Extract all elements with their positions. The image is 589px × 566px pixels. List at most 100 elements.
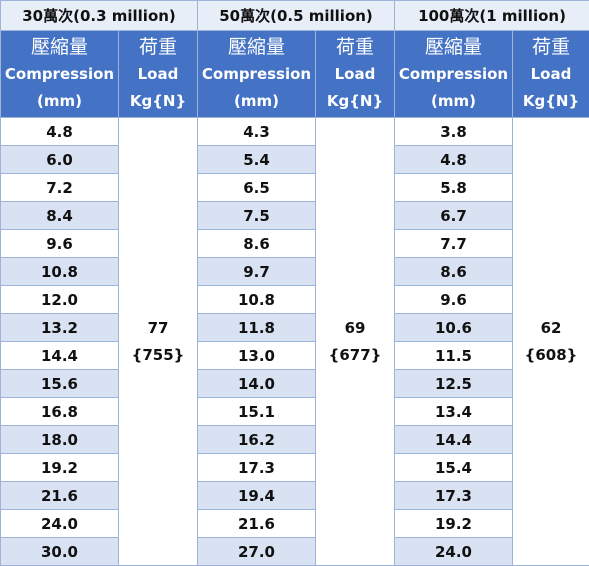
compression-header-line-3: (mm) [234, 91, 279, 110]
compression-value: 12.0 [0, 285, 119, 314]
compression-value: 5.4 [197, 145, 316, 174]
table-row: 21.6 19.4 17.3 [0, 481, 589, 510]
compression-value: 7.2 [0, 173, 119, 202]
load-header-line-3: Kg{N} [522, 91, 580, 110]
compression-value: 10.8 [197, 285, 316, 314]
compression-header-line-1: 壓縮量 [424, 35, 482, 58]
group-title-row: 30萬次(0.3 million) 50萬次(0.5 million) 100萬次(… [0, 0, 589, 31]
compression-value: 14.4 [394, 425, 513, 454]
table-row: 9.6 8.6 7.7 [0, 229, 589, 258]
load-header-line-3: Kg{N} [326, 91, 384, 110]
table-row: 19.2 17.3 15.4 [0, 453, 589, 482]
compression-value: 21.6 [197, 509, 316, 538]
table-row: 6.0 5.4 4.8 [0, 145, 589, 174]
compression-value: 16.8 [0, 397, 119, 426]
compression-value: 17.3 [394, 481, 513, 510]
compression-header-line-2: Compression [201, 64, 312, 83]
compression-value: 13.0 [197, 341, 316, 370]
load-kg: 77 [147, 318, 169, 337]
group-title-3: 100萬次(1 million) [394, 0, 589, 31]
load-value-3: 62 {608} [512, 117, 589, 566]
compression-header-line-2: Compression [4, 64, 115, 83]
compression-value: 7.5 [197, 201, 316, 230]
compression-value: 30.0 [0, 537, 119, 566]
compression-value: 11.5 [394, 341, 513, 370]
compression-value: 16.2 [197, 425, 316, 454]
compression-header-1: 壓縮量 Compression (mm) [0, 30, 119, 118]
load-header-line-3: Kg{N} [129, 91, 187, 110]
compression-value: 8.6 [394, 257, 513, 286]
table-row: 8.4 7.5 6.7 [0, 201, 589, 230]
compression-header-line-2: Compression [398, 64, 509, 83]
load-newton: {608} [524, 345, 578, 364]
load-value-2: 69 {677} [315, 117, 395, 566]
table-row: 13.2 11.8 10.6 [0, 313, 589, 342]
compression-value: 24.0 [0, 509, 119, 538]
compression-value: 13.4 [394, 397, 513, 426]
compression-value: 24.0 [394, 537, 513, 566]
load-header-3: 荷重 Load Kg{N} [512, 30, 589, 118]
compression-header-line-3: (mm) [37, 91, 82, 110]
compression-value: 8.6 [197, 229, 316, 258]
table-row: 14.4 13.0 11.5 [0, 341, 589, 370]
table-row: 12.0 10.8 9.6 [0, 285, 589, 314]
table-row: 18.0 16.2 14.4 [0, 425, 589, 454]
compression-value: 3.8 [394, 117, 513, 146]
compression-header-2: 壓縮量 Compression (mm) [197, 30, 316, 118]
table-row: 30.0 27.0 24.0 [0, 537, 589, 566]
compression-header-line-1: 壓縮量 [30, 35, 88, 58]
column-header-row: 壓縮量 Compression (mm) 荷重 Load Kg{N} 壓縮量 Compress… [0, 30, 589, 118]
compression-header-line-3: (mm) [431, 91, 476, 110]
compression-value: 6.0 [0, 145, 119, 174]
table-row: 4.8 77 {755} 4.3 69 {677} 3.8 62 {608} [0, 117, 589, 566]
compression-value: 11.8 [197, 313, 316, 342]
compression-value: 19.2 [394, 509, 513, 538]
compression-value: 9.7 [197, 257, 316, 286]
compression-value: 14.4 [0, 341, 119, 370]
load-header-2: 荷重 Load Kg{N} [315, 30, 395, 118]
compression-header-line-1: 壓縮量 [227, 35, 285, 58]
table-row: 16.8 15.1 13.4 [0, 397, 589, 426]
compression-value: 8.4 [0, 201, 119, 230]
load-newton: {755} [131, 345, 185, 364]
compression-value: 21.6 [0, 481, 119, 510]
compression-value: 9.6 [0, 229, 119, 258]
table-row: 7.2 6.5 5.8 [0, 173, 589, 202]
compression-value: 9.6 [394, 285, 513, 314]
load-kg: 62 [540, 318, 562, 337]
group-title-1: 30萬次(0.3 million) [0, 0, 198, 31]
compression-value: 18.0 [0, 425, 119, 454]
load-header-line-1: 荷重 [531, 35, 570, 58]
compression-value: 17.3 [197, 453, 316, 482]
compression-value: 15.1 [197, 397, 316, 426]
compression-value: 6.7 [394, 201, 513, 230]
load-header-line-2: Load [137, 64, 179, 83]
compression-value: 5.8 [394, 173, 513, 202]
compression-value: 4.3 [197, 117, 316, 146]
compression-value: 19.2 [0, 453, 119, 482]
compression-value: 15.4 [394, 453, 513, 482]
compression-value: 19.4 [197, 481, 316, 510]
compression-value: 13.2 [0, 313, 119, 342]
load-kg: 69 [344, 318, 366, 337]
compression-value: 4.8 [394, 145, 513, 174]
load-header-line-2: Load [334, 64, 376, 83]
compression-header-3: 壓縮量 Compression (mm) [394, 30, 513, 118]
table-row: 15.6 14.0 12.5 [0, 369, 589, 398]
compression-value: 10.8 [0, 257, 119, 286]
load-newton: {677} [328, 345, 382, 364]
table-row: 24.0 21.6 19.2 [0, 509, 589, 538]
group-title-2: 50萬次(0.5 million) [197, 0, 395, 31]
table-row: 10.8 9.7 8.6 [0, 257, 589, 286]
compression-value: 15.6 [0, 369, 119, 398]
load-header-line-2: Load [530, 64, 572, 83]
load-header-line-1: 荷重 [138, 35, 177, 58]
compression-value: 4.8 [0, 117, 119, 146]
compression-value: 6.5 [197, 173, 316, 202]
compression-value: 14.0 [197, 369, 316, 398]
load-header-1: 荷重 Load Kg{N} [118, 30, 198, 118]
load-header-line-1: 荷重 [335, 35, 374, 58]
load-value-1: 77 {755} [118, 117, 198, 566]
compression-value: 10.6 [394, 313, 513, 342]
